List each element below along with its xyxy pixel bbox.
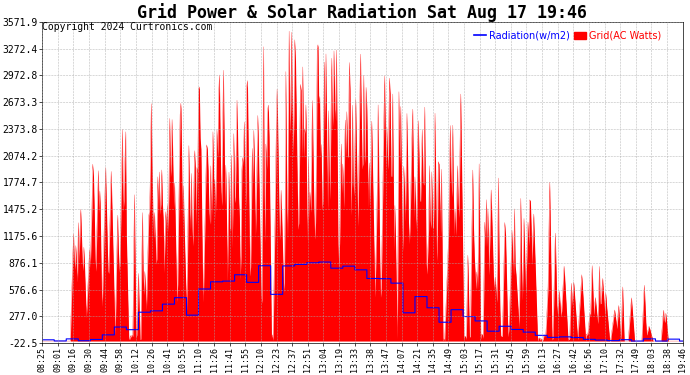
Title: Grid Power & Solar Radiation Sat Aug 17 19:46: Grid Power & Solar Radiation Sat Aug 17 … — [137, 3, 587, 22]
Legend: Radiation(w/m2), Grid(AC Watts): Radiation(w/m2), Grid(AC Watts) — [470, 27, 665, 45]
Text: Copyright 2024 Curtronics.com: Copyright 2024 Curtronics.com — [42, 22, 213, 32]
